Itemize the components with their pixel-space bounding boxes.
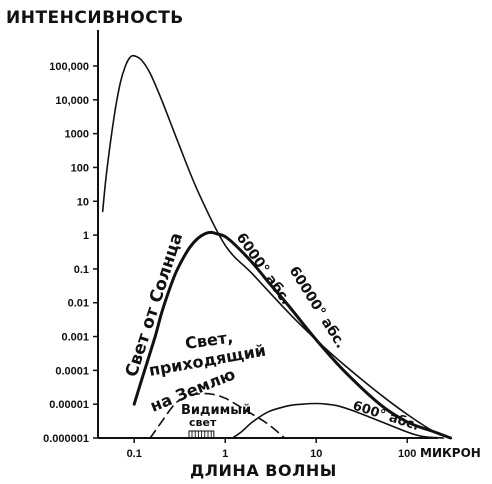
visible-band-label-line1: Видимый xyxy=(181,403,251,418)
y-tick-label: 0.01 xyxy=(68,298,89,310)
x-tick-label: 1 xyxy=(222,448,228,460)
y-tick-label: 0.1 xyxy=(74,264,89,276)
visible-band xyxy=(188,430,215,439)
y-tick-label: 0.00001 xyxy=(49,399,89,411)
y-tick-label: 10,000 xyxy=(55,95,89,107)
series-line-0 xyxy=(101,54,452,439)
series-line-3 xyxy=(149,392,286,439)
series-line-2 xyxy=(231,402,445,439)
x-axis-title: ДЛИНА ВОЛНЫ xyxy=(190,461,337,480)
y-tick-label: 0.000001 xyxy=(43,433,89,445)
y-tick-label: 10 xyxy=(77,196,89,208)
x-tick-label: 0.1 xyxy=(127,448,142,460)
annotation-6000k: 6000° абс. xyxy=(233,230,294,308)
x-tick-label: 10 xyxy=(310,448,322,460)
visible-band-label-line2: свет xyxy=(189,416,217,429)
x-axis-unit-label: МИКРОН xyxy=(420,446,481,460)
x-axis-ticks: 0.1 1 10 100 xyxy=(127,438,416,460)
y-tick-label: 1 xyxy=(83,230,89,242)
series-group xyxy=(101,54,453,440)
y-tick-label: 0.0001 xyxy=(55,365,89,377)
annotation-60000k: 60000° абс. xyxy=(286,264,349,352)
series-line-1 xyxy=(132,230,453,440)
annotations: Свет от Солнца 6000° абс. 60000° абс. 60… xyxy=(122,230,421,434)
y-tick-label: 0.001 xyxy=(61,332,89,344)
y-axis-ticks: 100,000 10,000 1000 100 10 1 0.1 0.01 0.001 0.000… xyxy=(43,61,98,445)
y-tick-label: 1000 xyxy=(65,129,89,141)
annotation-600k: 600° абс. xyxy=(351,399,421,434)
y-tick-label: 100 xyxy=(71,162,89,174)
y-tick-label: 100,000 xyxy=(49,61,89,73)
x-tick-label: 100 xyxy=(398,448,416,460)
axes xyxy=(97,30,438,439)
y-axis-title: ИНТЕНСИВНОСТЬ xyxy=(6,8,184,28)
